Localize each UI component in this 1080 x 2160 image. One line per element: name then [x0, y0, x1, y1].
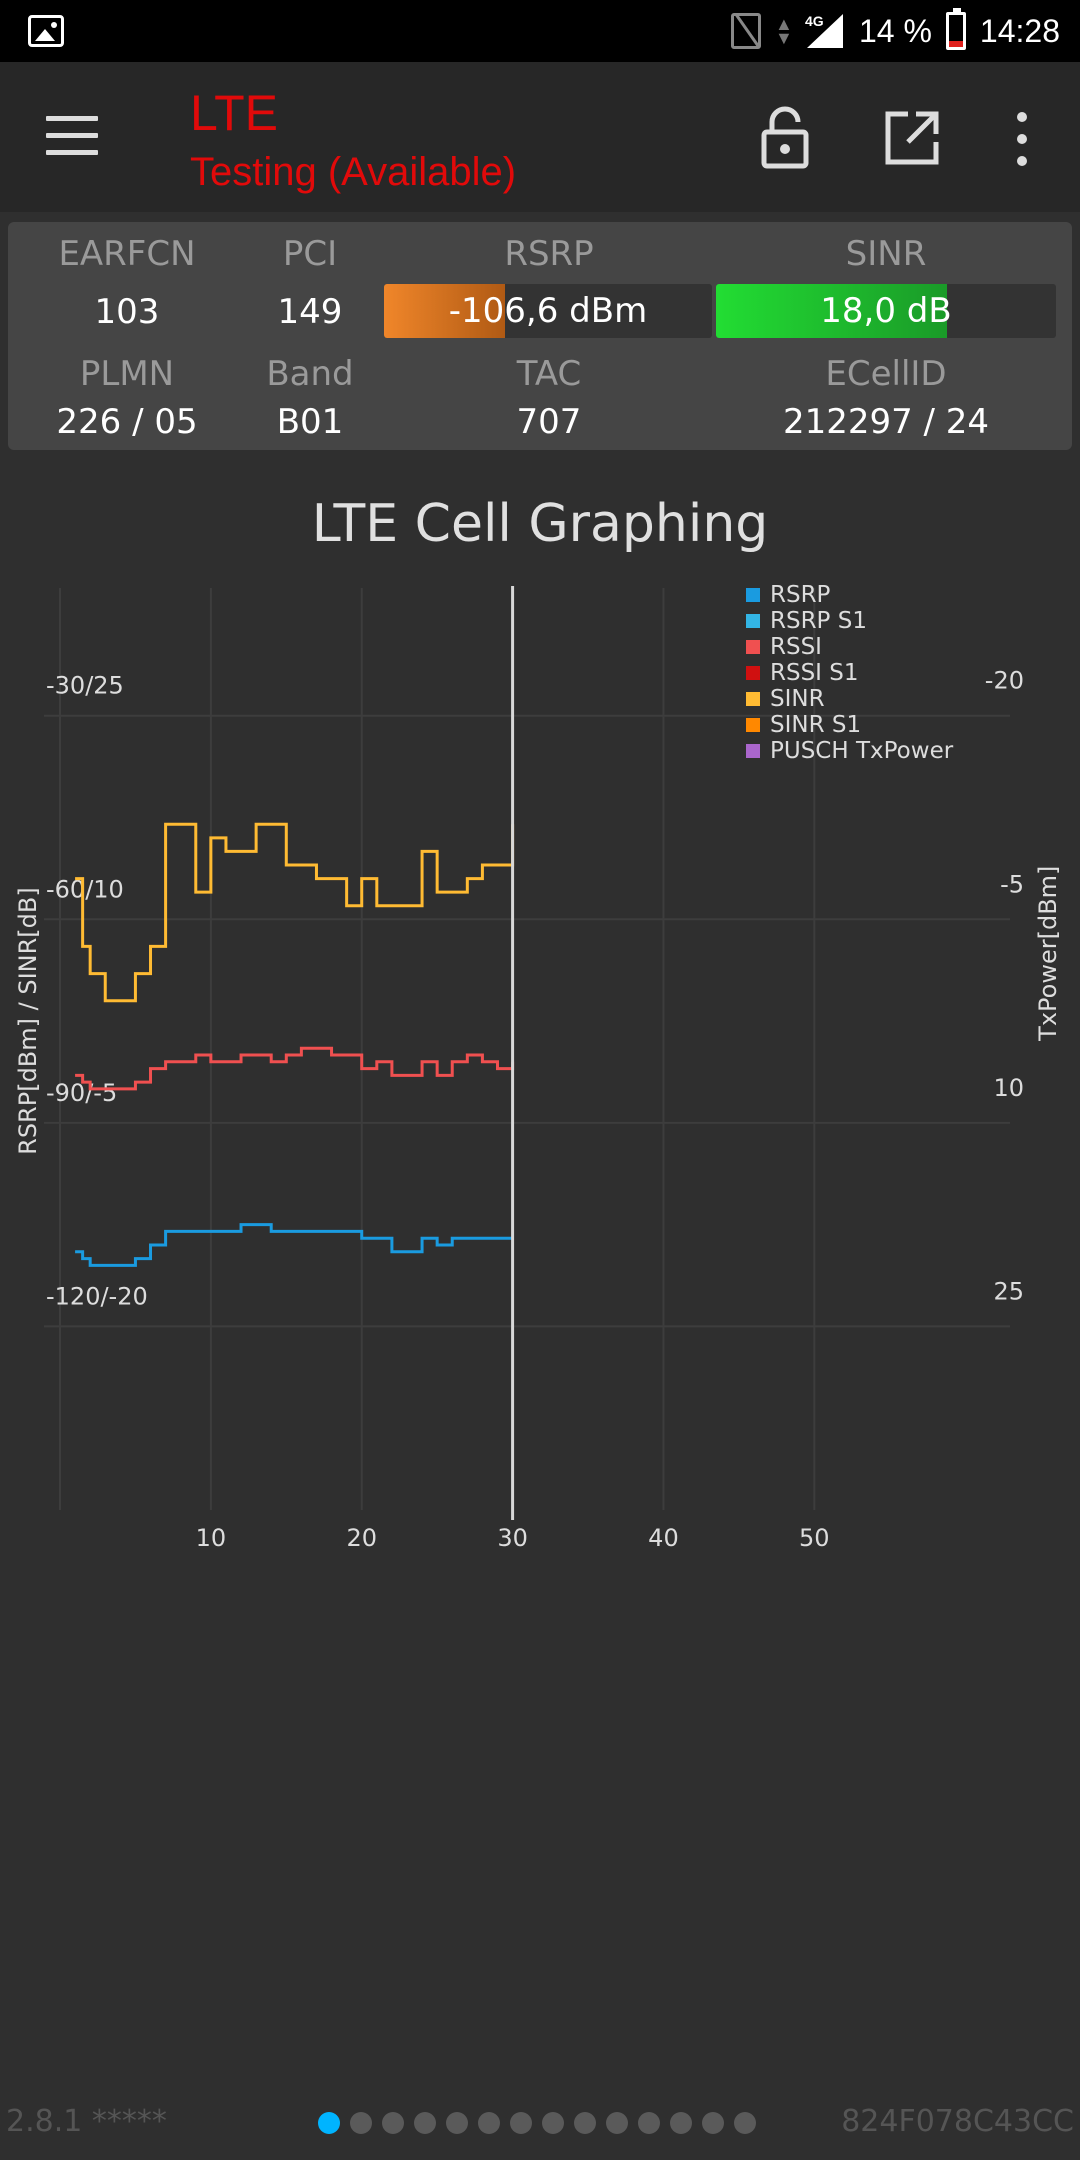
pci-label: PCI — [282, 234, 338, 274]
open-external-icon[interactable] — [884, 110, 940, 166]
no-sim-icon — [730, 13, 761, 49]
legend-item: RSSI S1 — [770, 660, 859, 686]
y-tick-label: -30/25 — [46, 672, 124, 700]
menu-icon[interactable] — [46, 116, 98, 156]
sinr-label: SINR — [845, 234, 927, 274]
legend-swatch — [746, 614, 760, 628]
chart-title: LTE Cell Graphing — [311, 494, 769, 554]
page-dot[interactable] — [510, 2112, 532, 2134]
legend-swatch — [746, 666, 760, 680]
cell-info-panel: EARFCN 103 PCI 149 RSRP -106,6 dBm SINR … — [8, 222, 1072, 450]
ecellid-label: ECellID — [825, 354, 947, 394]
device-id: 824F078C43CC — [841, 2104, 1074, 2139]
x-tick-label: 40 — [648, 1524, 679, 1552]
y2-tick-label: -20 — [985, 667, 1024, 695]
x-tick-label: 10 — [196, 1524, 227, 1552]
legend-swatch — [746, 692, 760, 706]
legend-item: RSSI — [770, 634, 822, 660]
tac-label: TAC — [516, 354, 582, 394]
x-tick-label: 50 — [799, 1524, 830, 1552]
lock-icon[interactable] — [760, 104, 810, 170]
more-options-icon[interactable] — [1008, 112, 1036, 166]
sinr-value: 18,0 dB — [820, 291, 952, 331]
data-activity-icon: ▲ ▼ — [774, 14, 793, 48]
page-dot[interactable] — [318, 2112, 340, 2134]
page-dot[interactable] — [574, 2112, 596, 2134]
network-type-label: 4G — [805, 13, 824, 29]
page-dot[interactable] — [670, 2112, 692, 2134]
y2-tick-label: -5 — [1000, 870, 1024, 898]
page-dot[interactable] — [446, 2112, 468, 2134]
earfcn-label: EARFCN — [58, 234, 196, 274]
y2-tick-label: 25 — [993, 1277, 1024, 1305]
legend-swatch — [746, 640, 760, 654]
legend-item: SINR — [770, 686, 825, 712]
legend-swatch — [746, 744, 760, 758]
ecellid-value: 212297 / 24 — [782, 402, 990, 442]
y2-axis-label: TxPower[dBm] — [1034, 866, 1062, 1042]
legend-item: RSRP — [770, 582, 831, 608]
x-tick-label: 20 — [346, 1524, 377, 1552]
y-tick-label: -120/-20 — [46, 1282, 148, 1310]
battery-icon — [945, 8, 966, 50]
page-dot[interactable] — [638, 2112, 660, 2134]
series-line-rssi — [75, 1046, 515, 1091]
page-dot[interactable] — [542, 2112, 564, 2134]
earfcn-value: 103 — [94, 292, 160, 332]
band-label: Band — [266, 354, 354, 394]
app-title: LTE — [190, 85, 278, 141]
series-line-rsrp — [75, 1223, 513, 1267]
page-dot[interactable] — [382, 2112, 404, 2134]
page-dot[interactable] — [478, 2112, 500, 2134]
page-dot[interactable] — [702, 2112, 724, 2134]
y-tick-label: -60/10 — [46, 875, 124, 903]
clock: 14:28 — [979, 12, 1060, 49]
rsrp-value: -106,6 dBm — [448, 291, 648, 331]
page-dot[interactable] — [734, 2112, 756, 2134]
app-subtitle: Testing (Available) — [190, 150, 517, 194]
image-notification-icon — [28, 15, 64, 47]
app-bar: LTE Testing (Available) — [0, 62, 1080, 212]
sinr-bar: 18,0 dB — [716, 284, 1056, 338]
plmn-value: 226 / 05 — [56, 402, 198, 442]
band-value: B01 — [276, 402, 344, 442]
legend-swatch — [746, 588, 760, 602]
x-tick-label: 30 — [497, 1524, 528, 1552]
legend-item: SINR S1 — [770, 712, 861, 738]
status-bar: ▲ ▼ 4G 14 % 14:28 — [0, 0, 1080, 62]
rsrp-label: RSRP — [504, 234, 594, 274]
plmn-label: PLMN — [79, 354, 175, 394]
y2-tick-label: 10 — [993, 1074, 1024, 1102]
page-indicator[interactable] — [318, 2112, 756, 2134]
battery-percent: 14 % — [858, 12, 932, 49]
tac-value: 707 — [516, 402, 582, 442]
series-line-sinr — [75, 822, 515, 1003]
signal-icon: 4G — [805, 12, 845, 50]
rsrp-bar: -106,6 dBm — [384, 284, 712, 338]
y-axis-label: RSRP[dBm] / SINR[dB] — [14, 887, 42, 1155]
legend-swatch — [746, 718, 760, 732]
page-dot[interactable] — [606, 2112, 628, 2134]
page-dot[interactable] — [350, 2112, 372, 2134]
app-version: 2.8.1 ***** — [6, 2104, 167, 2139]
legend-item: RSRP S1 — [770, 608, 867, 634]
page-dot[interactable] — [414, 2112, 436, 2134]
legend-item: PUSCH TxPower — [770, 738, 954, 764]
pci-value: 149 — [277, 292, 343, 332]
